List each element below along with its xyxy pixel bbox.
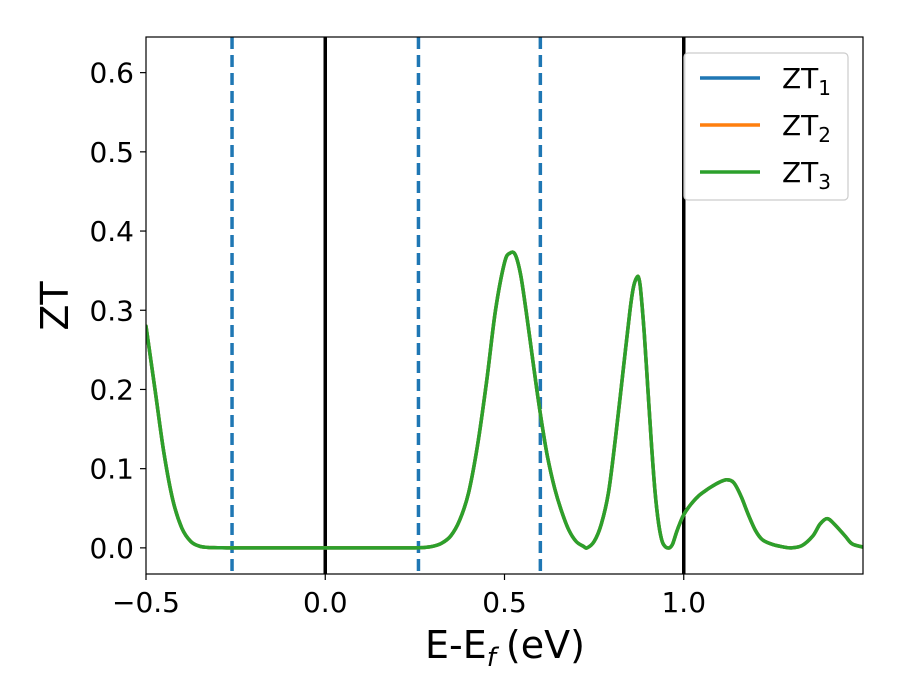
legend-label-zt1: ZT1 [782,62,831,100]
y-tick-label: 0.5 [89,136,134,169]
y-tick-label: 0.4 [89,215,134,248]
x-axis: −0.5 0.0 0.5 1.0 [112,574,706,619]
series-line-zt3 [146,250,863,550]
y-tick-label: 0.0 [89,532,134,565]
series-line-zt2 [146,250,863,550]
legend: ZT1 ZT2 ZT3 [683,52,849,201]
y-tick-label: 0.1 [89,453,134,486]
legend-box [683,52,849,201]
x-tick-label: 0.5 [482,586,527,619]
legend-label-zt2: ZT2 [782,109,831,147]
y-tick-label: 0.3 [89,294,134,327]
series-line-zt1 [146,250,863,550]
x-tick-label: −0.5 [112,586,180,619]
y-tick-label: 0.2 [89,373,134,406]
y-axis: 0.0 0.1 0.2 0.3 0.4 0.5 0.6 [89,57,146,565]
x-tick-label: 1.0 [661,586,706,619]
y-tick-label: 0.6 [89,57,134,90]
x-tick-label: 0.0 [303,586,348,619]
legend-label-zt3: ZT3 [782,156,831,194]
x-axis-label: E-Ef (eV) [425,623,585,673]
y-axis-label: ZT [33,281,77,331]
